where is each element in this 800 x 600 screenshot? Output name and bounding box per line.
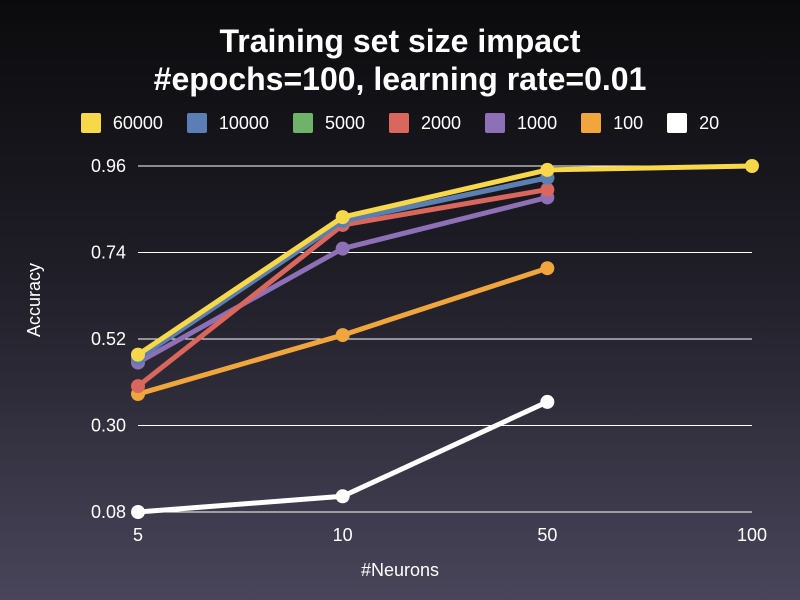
chart-title-line-1: Training set size impact xyxy=(219,23,581,59)
gridlines xyxy=(138,165,752,513)
chart-title: Training set size impact #epochs=100, le… xyxy=(0,22,800,98)
y-tick-label: 0.30 xyxy=(91,416,126,436)
legend-label: 60000 xyxy=(112,112,163,133)
y-axis-ticks: 0.08 0.30 0.52 0.74 0.96 xyxy=(91,156,126,522)
data-point xyxy=(131,379,145,394)
data-point xyxy=(540,261,555,276)
data-point xyxy=(335,328,350,343)
legend-label: 20 xyxy=(699,112,720,133)
legend-swatch xyxy=(389,113,409,133)
legend-swatch xyxy=(292,113,313,133)
x-tick-label: 10 xyxy=(333,525,353,545)
chart-legend: 60000 10000 5000 2000 1000 100 20 xyxy=(0,111,800,135)
legend-label: 10000 xyxy=(218,112,269,133)
data-point xyxy=(335,210,350,225)
series-layer xyxy=(131,159,759,519)
series-20 xyxy=(131,394,555,519)
y-axis-label: Accuracy xyxy=(24,263,44,337)
series-60000 xyxy=(131,159,759,362)
data-point xyxy=(335,489,350,504)
x-tick-label: 5 xyxy=(133,525,143,545)
x-tick-label: 100 xyxy=(737,525,767,545)
data-point xyxy=(131,505,145,519)
legend-item: 1000 xyxy=(485,113,557,134)
legend-item: 2000 xyxy=(389,113,461,134)
legend-swatch xyxy=(667,113,688,133)
legend-label: 100 xyxy=(613,112,644,133)
legend-swatch xyxy=(485,113,506,133)
legend-label: 1000 xyxy=(517,112,558,133)
chart-title-line-2: #epochs=100, learning rate=0.01 xyxy=(153,61,647,97)
data-point xyxy=(540,182,555,197)
series-line xyxy=(135,163,755,358)
legend-item: 60000 xyxy=(80,112,163,134)
legend-item: 5000 xyxy=(292,112,365,134)
data-point xyxy=(540,394,555,409)
x-axis-ticks: 5 10 50 100 xyxy=(133,525,767,545)
legend-item: 100 xyxy=(581,113,643,134)
legend-swatch xyxy=(581,113,602,133)
legend-swatch xyxy=(80,113,101,133)
legend-item: 20 xyxy=(667,113,719,134)
y-tick-label: 0.74 xyxy=(91,243,126,263)
y-tick-label: 0.08 xyxy=(91,502,126,522)
data-point xyxy=(745,159,759,173)
y-tick-label: 0.52 xyxy=(91,329,126,349)
x-axis-label: #Neurons xyxy=(361,560,439,580)
legend-item: 10000 xyxy=(186,112,269,134)
data-point xyxy=(540,162,555,177)
x-tick-label: 50 xyxy=(537,525,557,545)
y-tick-label: 0.96 xyxy=(91,156,126,176)
legend-label: 5000 xyxy=(324,112,365,133)
data-point xyxy=(335,241,350,256)
legend-label: 2000 xyxy=(421,112,462,133)
data-point xyxy=(131,347,145,362)
legend-swatch xyxy=(186,113,207,133)
